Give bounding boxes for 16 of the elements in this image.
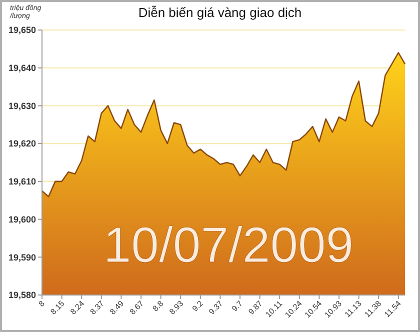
x-tick-label: 8.93 <box>168 298 186 316</box>
x-tick-label: 9.2 <box>190 298 206 314</box>
annotation: 10/07/2009 <box>103 217 354 273</box>
y-tick-label: 19,590 <box>8 252 36 262</box>
x-tick-label: 8 <box>36 298 47 309</box>
y-tick-label: 19,650 <box>8 25 36 36</box>
x-tick-label: 8.8 <box>150 298 166 314</box>
y-tick-label: 19,600 <box>8 214 36 224</box>
x-tick-label: 8.49 <box>108 298 126 316</box>
chart-title: Diễn biến giá vàng giao dịch <box>138 5 302 20</box>
y-tick-label: 19,640 <box>8 63 36 74</box>
y-tick-label: 19,630 <box>8 100 36 111</box>
x-tick-label: 9.7 <box>230 298 245 314</box>
y-tick-label: 19,620 <box>8 138 36 149</box>
y-tick-label: 19,610 <box>8 176 36 187</box>
y-tick-label: 19,580 <box>8 290 36 300</box>
